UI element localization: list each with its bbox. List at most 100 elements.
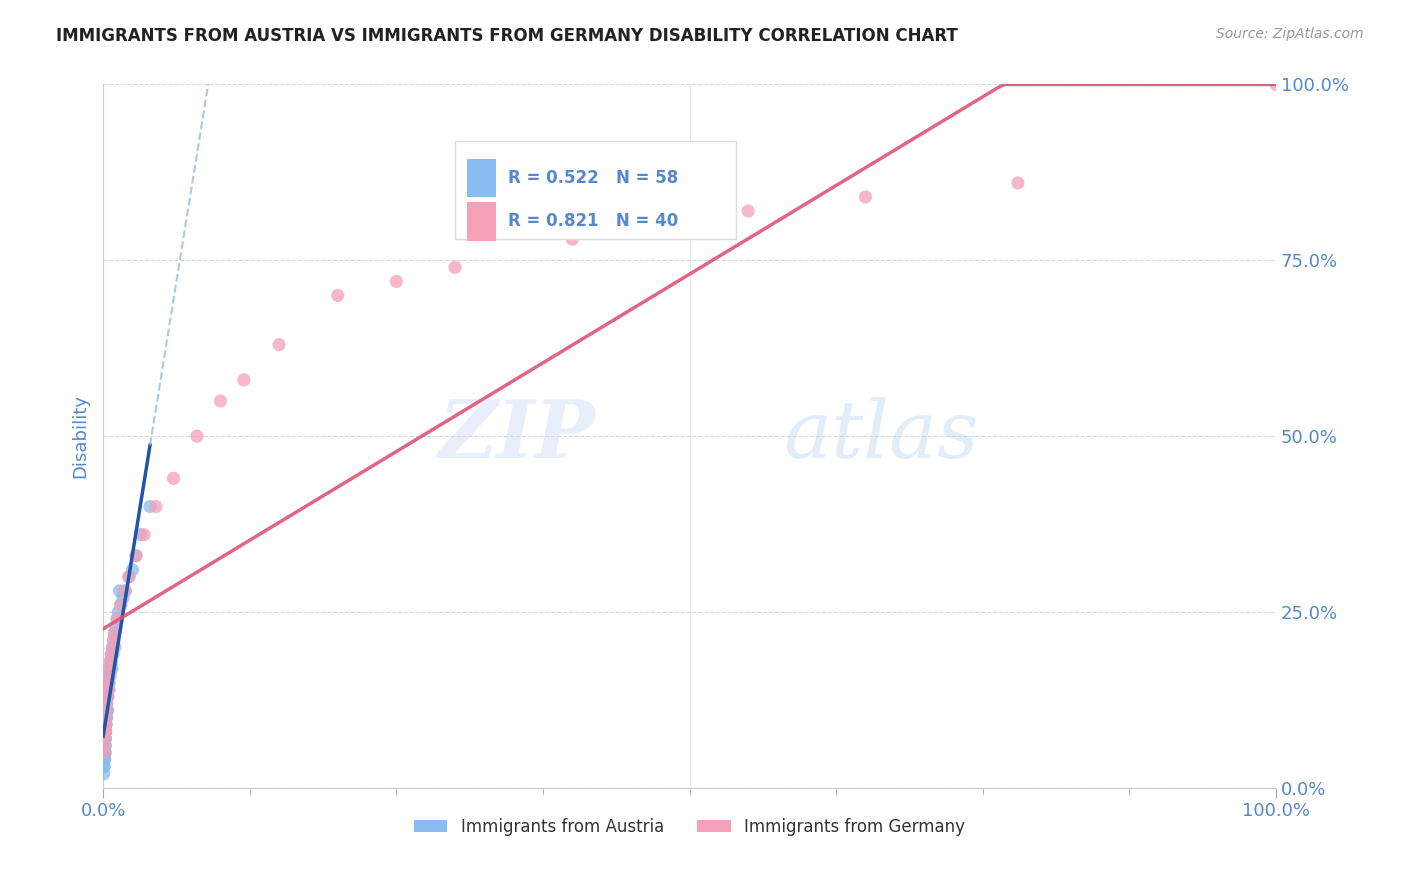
Point xyxy=(94,753,117,767)
Point xyxy=(118,570,141,584)
Point xyxy=(98,661,121,675)
Point xyxy=(103,633,125,648)
Point xyxy=(98,661,121,675)
Point xyxy=(105,619,128,633)
Bar xyxy=(467,202,496,241)
Point xyxy=(444,260,467,275)
Point xyxy=(96,703,118,717)
Text: R = 0.522   N = 58: R = 0.522 N = 58 xyxy=(508,169,678,187)
Point xyxy=(118,570,141,584)
Text: Source: ZipAtlas.com: Source: ZipAtlas.com xyxy=(1216,27,1364,41)
Point xyxy=(125,549,148,563)
Point xyxy=(96,690,118,704)
Point xyxy=(93,766,115,780)
Point xyxy=(94,710,117,724)
Point xyxy=(139,500,162,514)
Point xyxy=(326,288,349,302)
Point xyxy=(97,668,120,682)
Bar xyxy=(467,159,496,197)
Point xyxy=(98,668,121,682)
Point xyxy=(101,661,124,675)
Point xyxy=(96,703,118,717)
Point xyxy=(94,739,117,753)
Point xyxy=(93,753,115,767)
Point xyxy=(186,429,208,443)
Point xyxy=(94,724,117,739)
Point xyxy=(96,710,118,724)
Point xyxy=(125,549,148,563)
Point xyxy=(94,724,117,739)
Point xyxy=(114,583,136,598)
Point xyxy=(97,682,120,697)
Point xyxy=(232,373,254,387)
Y-axis label: Disability: Disability xyxy=(72,394,89,478)
Point xyxy=(98,668,121,682)
Point xyxy=(93,739,115,753)
Point xyxy=(105,612,128,626)
Legend: Immigrants from Austria, Immigrants from Germany: Immigrants from Austria, Immigrants from… xyxy=(408,812,972,843)
Point xyxy=(1265,78,1288,92)
Point xyxy=(100,654,122,668)
Point xyxy=(97,675,120,690)
Point xyxy=(105,612,128,626)
Point xyxy=(93,746,115,760)
Point xyxy=(97,703,120,717)
Point xyxy=(97,682,120,697)
Point xyxy=(145,500,167,514)
Point xyxy=(737,204,759,219)
Point xyxy=(104,640,127,655)
Point xyxy=(112,583,135,598)
Point xyxy=(93,753,115,767)
Point xyxy=(103,633,125,648)
Point xyxy=(103,626,125,640)
Point xyxy=(101,640,124,655)
Point xyxy=(94,731,117,746)
Point xyxy=(93,760,115,774)
Point xyxy=(96,697,118,711)
Point xyxy=(561,232,583,246)
Point xyxy=(101,647,124,661)
FancyBboxPatch shape xyxy=(456,141,737,239)
Point xyxy=(94,717,117,731)
Point xyxy=(98,682,121,697)
Point xyxy=(110,598,132,612)
Point xyxy=(97,690,120,704)
Point xyxy=(96,690,118,704)
Point xyxy=(94,731,117,746)
Point xyxy=(96,703,118,717)
Point xyxy=(94,731,117,746)
Point xyxy=(134,527,156,541)
Point xyxy=(93,746,115,760)
Point xyxy=(93,746,115,760)
Point xyxy=(94,724,117,739)
Point xyxy=(110,598,132,612)
Point xyxy=(94,717,117,731)
Point xyxy=(94,710,117,724)
Point xyxy=(94,724,117,739)
Point xyxy=(121,563,143,577)
Point xyxy=(97,682,120,697)
Point xyxy=(94,717,117,731)
Point xyxy=(94,717,117,731)
Point xyxy=(97,675,120,690)
Point xyxy=(93,760,115,774)
Text: R = 0.821   N = 40: R = 0.821 N = 40 xyxy=(508,212,678,230)
Point xyxy=(267,337,290,351)
Point xyxy=(1007,176,1029,190)
Point xyxy=(162,471,184,485)
Point xyxy=(93,746,115,760)
Point xyxy=(98,675,121,690)
Point xyxy=(100,647,122,661)
Point xyxy=(112,591,135,605)
Point xyxy=(385,274,408,288)
Point xyxy=(107,605,129,619)
Text: ZIP: ZIP xyxy=(439,398,596,475)
Point xyxy=(129,527,152,541)
Point xyxy=(209,394,232,409)
Point xyxy=(93,739,115,753)
Point xyxy=(100,654,122,668)
Point xyxy=(108,583,131,598)
Point xyxy=(94,724,117,739)
Point xyxy=(855,190,877,204)
Point xyxy=(96,710,118,724)
